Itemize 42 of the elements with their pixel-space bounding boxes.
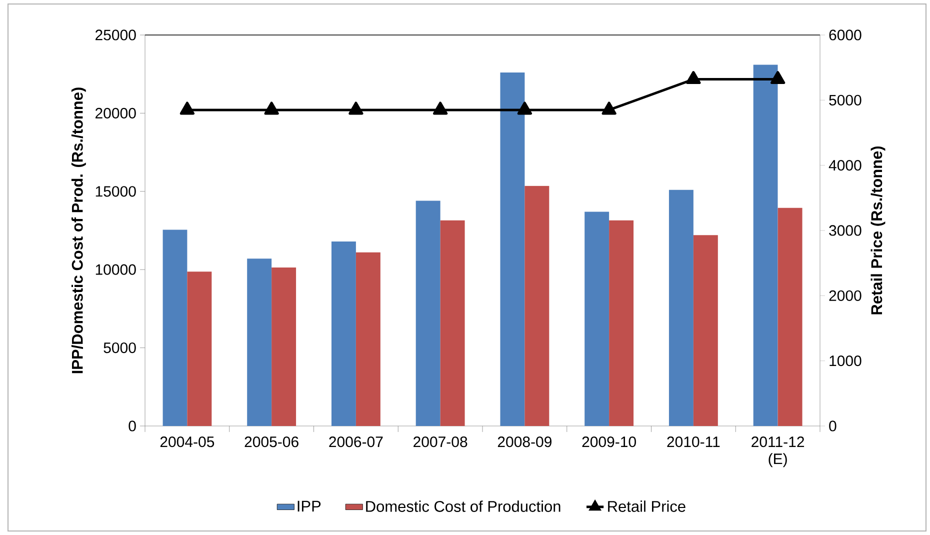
y2-tick-label: 0 [829,420,836,432]
bar [162,230,188,426]
y-tick-label: 0 [128,420,136,432]
y2-tick-label: 5000 [829,94,862,106]
y2-tick-label: 1000 [830,356,862,366]
y2-tick-label: 4000 [828,160,862,171]
bar [668,190,694,426]
y-tick-label: 15000 [96,186,136,197]
x-tick-label: 2004-05 [160,436,214,448]
y-tick-label: 20000 [96,108,136,118]
bar [356,252,380,426]
y-tick-label: 25000 [96,30,136,40]
bar [753,64,778,426]
x-tick-label: 2005-06 [244,436,298,448]
y2-axis-title: Retail Price (Rs./tonne) [870,146,886,314]
bar [187,272,212,426]
y2-tick-label: 6000 [829,30,862,40]
x-tick-label: 2010-11 [667,436,720,448]
bar [416,200,440,426]
bar [272,268,296,426]
y2-tick-label: 3000 [829,225,862,236]
y-axis-title: IPP/Domestic Cost of Prod. (Rs./tonne) [71,88,86,374]
bar [584,212,610,426]
legend-label: IPP [298,500,321,512]
bar [778,208,802,426]
x-tick-label: 2011-12 (E) [752,436,804,468]
bar [331,241,356,426]
bar [609,220,634,426]
y-tick-label: 10000 [96,264,136,275]
y-tick-label: 5000 [104,342,136,354]
x-tick-label: 2007-08 [414,436,468,448]
x-tick-label: 2009-10 [582,436,636,448]
x-tick-label: 2008-09 [498,436,552,448]
bar [247,258,272,426]
bar [500,72,525,426]
x-tick-label: 2006-07 [329,436,383,448]
bar [440,220,465,426]
y2-tick-label: 2000 [829,290,862,301]
legend-label: Domestic Cost of Production [366,500,560,512]
bar [693,235,718,426]
bar [524,186,550,426]
legend-label: Retail Price [608,500,686,512]
